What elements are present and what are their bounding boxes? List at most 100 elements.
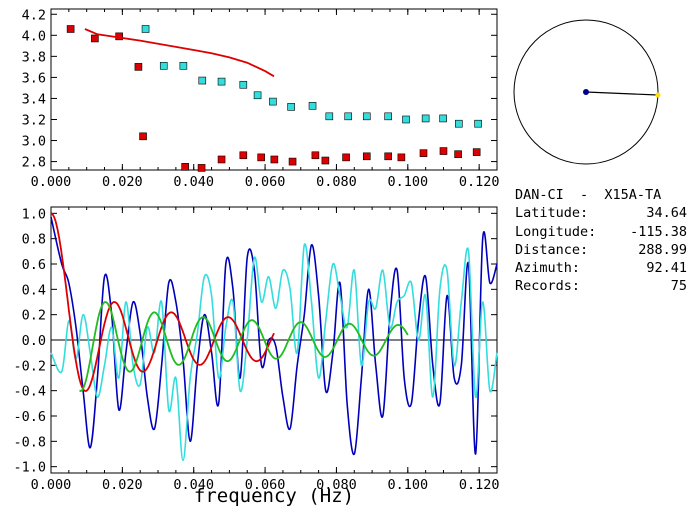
azimuth-label: Azimuth: (515, 260, 581, 277)
station-title: DAN-CI - X15A-TA (515, 187, 662, 203)
top-point-cyan (179, 62, 188, 70)
top-ytick-label: 3.0 (22, 134, 46, 150)
top-ytick-label: 3.4 (22, 91, 46, 107)
top-point-cyan (421, 114, 430, 123)
records-row: Records: 75 (515, 277, 687, 295)
top-point-red (197, 164, 206, 172)
top-point-red (288, 157, 297, 166)
bottom-ytick-label: -1.0 (13, 460, 46, 476)
bottom-xtick-label: 0.060 (245, 477, 286, 493)
top-point-red (257, 153, 265, 162)
top-ytick-label: 4.0 (22, 28, 46, 44)
records-label: Records: (515, 278, 581, 295)
distance-value: 288.99 (638, 241, 687, 258)
top-point-cyan (217, 77, 226, 86)
top-point-red (239, 151, 248, 160)
top-xtick-label: 0.120 (459, 174, 500, 190)
top-ytick-label: 3.2 (22, 112, 46, 128)
top-point-red (384, 152, 392, 161)
latitude-label: Latitude: (515, 205, 589, 222)
bottom-ytick-label: -0.8 (13, 434, 46, 450)
top-point-cyan (141, 25, 150, 33)
azimuth-circle-outline (513, 19, 659, 165)
top-point-cyan (198, 76, 207, 85)
longitude-label: Longitude: (515, 223, 597, 240)
bottom-ytick-label: -0.4 (13, 384, 46, 400)
bottom-ytick-label: -0.2 (13, 358, 46, 374)
distance-row: Distance: 288.99 (515, 241, 687, 259)
top-point-cyan (287, 103, 295, 111)
top-dispersion-panel: 0.000 0.020 0.040 0.060 0.080 0.100 0.120 2.8 3.… (22, 7, 500, 190)
top-ytick-label: 4.2 (22, 7, 46, 23)
azimuth-value: 92.41 (646, 260, 687, 277)
latitude-row: Latitude: 34.64 (515, 204, 687, 222)
top-point-cyan (308, 102, 317, 110)
bottom-xtick-label: 0.040 (173, 477, 214, 493)
bottom-ytick-label: 1.0 (22, 206, 46, 222)
top-point-cyan (253, 91, 262, 100)
top-ytick-label: 3.8 (22, 49, 46, 65)
top-point-cyan (159, 62, 168, 70)
bottom-ytick-label: 0.2 (22, 308, 46, 324)
top-point-cyan (239, 80, 248, 89)
top-point-cyan (269, 97, 277, 106)
top-point-red (342, 153, 350, 162)
top-point-red (66, 25, 75, 33)
top-point-cyan (362, 112, 371, 121)
bottom-ytick-label: 0.8 (22, 232, 46, 248)
top-point-red (270, 155, 279, 164)
top-point-red (454, 150, 462, 159)
bottom-ytick-label: 0.0 (22, 333, 46, 349)
bottom-ytick-label: 0.6 (22, 257, 46, 273)
top-fit-line (84, 28, 275, 78)
top-point-red (217, 155, 226, 164)
top-xtick-label: 0.020 (102, 174, 143, 190)
bottom-correlation-panel: 0.000 0.020 0.040 0.060 0.080 0.100 0.120 1.0 0.… (13, 206, 499, 493)
top-point-red (321, 156, 330, 165)
bottom-red-curve (50, 212, 275, 392)
bottom-ytick-label: -0.6 (13, 409, 46, 425)
bottom-xtick-label: 0.120 (459, 477, 500, 493)
top-point-red (397, 153, 406, 162)
x-axis-label: frequency (Hz) (194, 485, 354, 507)
top-point-red (181, 163, 189, 171)
bottom-xtick-label: 0.000 (31, 477, 72, 493)
longitude-row: Longitude: -115.38 (515, 223, 687, 241)
source-dot (655, 92, 661, 98)
top-point-cyan (325, 112, 334, 121)
top-xtick-label: 0.100 (387, 174, 428, 190)
top-point-red (472, 148, 481, 156)
top-xtick-label: 0.080 (316, 174, 357, 190)
top-ytick-label: 3.6 (22, 70, 46, 86)
top-point-red (419, 149, 428, 157)
top-ytick-label: 2.8 (22, 155, 46, 171)
bottom-xtick-label: 0.080 (316, 477, 357, 493)
azimuth-circle (513, 19, 661, 165)
bottom-cyan-curve (50, 243, 498, 462)
top-point-red (134, 63, 143, 71)
bottom-green-curve (79, 301, 409, 392)
top-point-cyan (344, 112, 353, 121)
bottom-blue-curve (50, 216, 498, 455)
longitude-value: -115.38 (630, 223, 687, 240)
azimuth-row: Azimuth: 92.41 (515, 259, 687, 277)
top-point-red (139, 132, 147, 141)
top-point-red (362, 152, 371, 161)
bottom-xtick-label: 0.020 (102, 477, 143, 493)
bottom-ytick-label: 0.4 (22, 282, 46, 298)
distance-label: Distance: (515, 241, 589, 258)
top-point-red (91, 34, 99, 43)
top-point-cyan (455, 119, 463, 128)
top-xtick-label: 0.060 (245, 174, 286, 190)
top-point-red (439, 147, 448, 155)
top-point-cyan (439, 114, 447, 123)
top-frame (50, 8, 498, 171)
top-point-cyan (384, 112, 392, 121)
bottom-xtick-label: 0.100 (387, 477, 428, 493)
station-dot (583, 89, 589, 95)
azimuth-line (585, 91, 658, 96)
top-xtick-label: 0.040 (173, 174, 214, 190)
latitude-value: 34.64 (646, 205, 687, 222)
top-point-red (311, 151, 320, 160)
